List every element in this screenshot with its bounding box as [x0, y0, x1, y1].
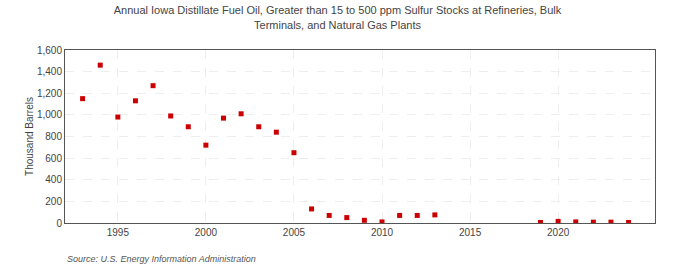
svg-text:200: 200: [45, 196, 62, 207]
svg-text:800: 800: [45, 131, 62, 142]
svg-text:1995: 1995: [107, 227, 130, 238]
svg-text:1,200: 1,200: [37, 88, 62, 99]
svg-text:2015: 2015: [459, 227, 482, 238]
svg-text:2010: 2010: [371, 227, 394, 238]
svg-text:Thousand Barrels: Thousand Barrels: [24, 97, 35, 176]
svg-text:Annual Iowa Distillate Fuel Oi: Annual Iowa Distillate Fuel Oil, Greater…: [114, 4, 562, 30]
svg-text:1,600: 1,600: [37, 45, 62, 56]
svg-text:2005: 2005: [283, 227, 306, 238]
svg-text:0: 0: [56, 218, 62, 229]
svg-text:2020: 2020: [547, 227, 570, 238]
svg-text:2000: 2000: [195, 227, 218, 238]
svg-text:1,000: 1,000: [37, 109, 62, 120]
svg-text:400: 400: [45, 174, 62, 185]
svg-text:Source: U.S. Energy Informatio: Source: U.S. Energy Information Administ…: [67, 254, 256, 264]
svg-text:1,400: 1,400: [37, 66, 62, 77]
svg-text:600: 600: [45, 153, 62, 164]
